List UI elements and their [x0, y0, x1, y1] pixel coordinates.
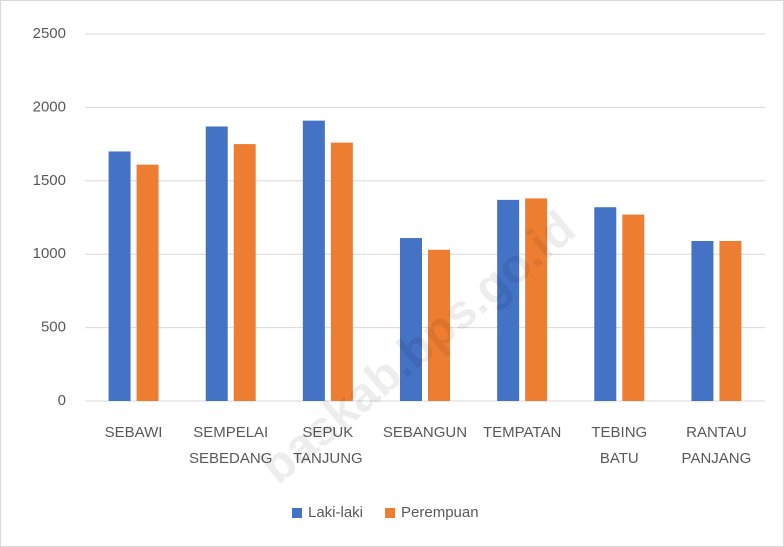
bar	[330, 142, 353, 401]
bar	[428, 249, 450, 401]
bar	[136, 164, 159, 401]
bar	[205, 126, 228, 401]
x-tick-label: SEMPELAI SEBEDANG	[189, 424, 272, 467]
bar	[691, 240, 714, 401]
y-tick-label: 2500	[33, 25, 66, 42]
bar	[622, 214, 645, 401]
legend-label: Laki-laki	[308, 504, 363, 521]
x-tick-label: TEMPATAN	[483, 424, 561, 441]
y-tick-label: 0	[58, 392, 66, 409]
legend-swatch	[292, 508, 302, 518]
x-tick-label: SEPUK TANJUNG	[293, 424, 363, 467]
x-tick-label: TEBING BATU	[591, 424, 647, 467]
x-tick-label: SEBAWI	[105, 424, 163, 441]
bar	[108, 151, 131, 401]
bar	[525, 198, 548, 401]
y-tick-label: 1000	[33, 245, 66, 262]
x-tick-label: RANTAU PANJANG	[682, 424, 752, 467]
legend-swatch	[385, 508, 396, 518]
bar	[233, 144, 256, 401]
x-tick-label: SEBANGUN	[383, 424, 467, 441]
bar	[400, 238, 422, 401]
bar	[302, 120, 325, 401]
bar	[497, 199, 520, 401]
legend-label: Perempuan	[401, 504, 479, 521]
y-tick-label: 1500	[33, 172, 66, 189]
bar	[594, 207, 617, 401]
y-tick-label: 2000	[33, 98, 66, 115]
bar	[719, 240, 742, 401]
y-tick-label: 500	[41, 319, 66, 336]
